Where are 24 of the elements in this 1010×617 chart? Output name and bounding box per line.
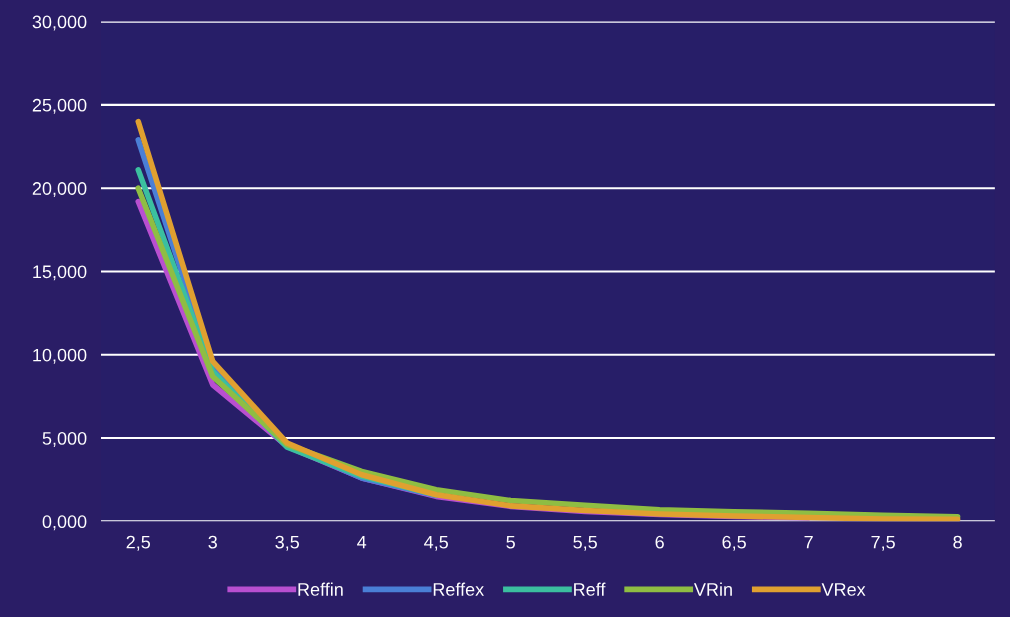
x-tick-label: 2,5	[126, 535, 151, 551]
x-tick-label: 4	[357, 535, 367, 549]
y-tick-label: 15,000	[33, 265, 87, 281]
x-tick-label: 7	[804, 535, 813, 549]
y-tick-label: 30,000	[32, 15, 87, 31]
legend-label: VRin	[693, 582, 732, 596]
y-tick-label: 25,000	[32, 98, 87, 114]
legend-label: Reff	[574, 582, 606, 596]
x-tick-label: 5,5	[573, 535, 597, 551]
x-tick-label: 5	[506, 535, 515, 549]
x-tick-label: 7,5	[871, 535, 895, 551]
y-tick-label: 5,000	[42, 432, 87, 447]
x-tick-label: 8	[953, 535, 962, 549]
x-tick-label: 4,5	[424, 535, 448, 551]
x-tick-label: 6	[655, 535, 664, 549]
x-tick-label: 3,5	[275, 535, 300, 551]
legend-label: VRex	[821, 583, 866, 596]
y-tick-label: 0,000	[42, 515, 87, 531]
legend-label: Reffex	[433, 582, 484, 596]
x-tick-label: 6,5	[722, 535, 746, 551]
legend-label: Reffin	[298, 582, 343, 596]
x-tick-label: 3	[208, 535, 217, 549]
y-tick-label: 10,000	[33, 348, 87, 364]
y-tick-label: 20,000	[32, 182, 87, 198]
